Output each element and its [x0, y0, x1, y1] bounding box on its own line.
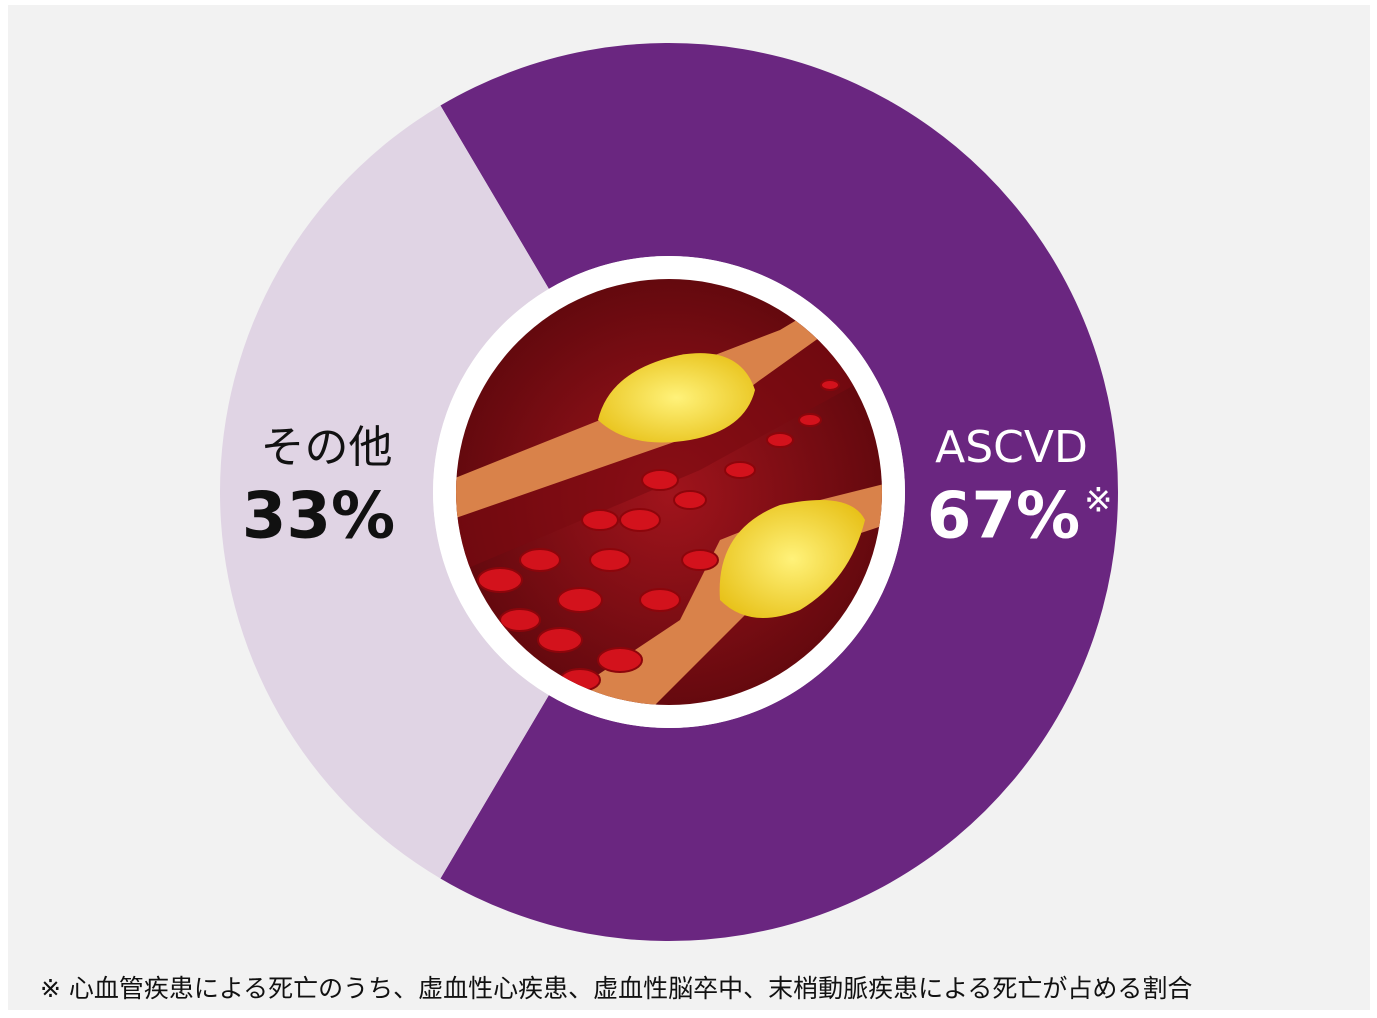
artery-illustration: [456, 279, 882, 705]
footnote: ※ 心血管疾患による死亡のうち、虚血性心疾患、虚血性脳卒中、末梢動脈疾患による死…: [40, 974, 1192, 1003]
value-note: ※: [1084, 481, 1113, 521]
donut: [219, 43, 1118, 942]
value-label: 67%: [927, 480, 1080, 554]
value-label: 33%: [242, 480, 395, 554]
slice: [219, 105, 549, 879]
category-label: その他: [261, 422, 393, 473]
category-label: ASCVD: [935, 422, 1088, 473]
slice: [440, 43, 1118, 942]
